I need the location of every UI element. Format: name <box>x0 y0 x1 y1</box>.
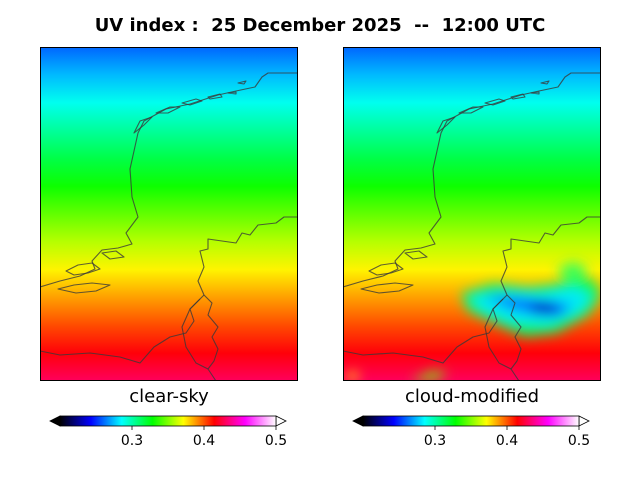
panel-label-cloud-modified: cloud-modified <box>404 386 540 407</box>
wadden-island <box>227 91 237 95</box>
colorbar-tick-label: 0.4 <box>496 433 518 449</box>
colorbar-tick-label: 0.5 <box>265 433 287 449</box>
panel-label-clear-sky: clear-sky <box>129 386 209 407</box>
border-limburg <box>484 294 512 370</box>
colorbar-bar <box>59 415 277 427</box>
border-germany <box>197 216 298 381</box>
border-germany <box>500 216 601 381</box>
colorbar-tick-label: 0.3 <box>121 433 143 449</box>
wadden-island <box>484 98 506 106</box>
uv-map-cloud-modified <box>343 47 601 381</box>
border-limburg <box>181 294 209 370</box>
colorbar-tick-label: 0.5 <box>568 433 590 449</box>
wadden-island <box>458 106 484 114</box>
estuary <box>404 250 428 260</box>
cloud-patch <box>343 371 361 381</box>
colorbar-cloud-modified: 0.3 0.4 0.5 <box>351 412 591 452</box>
coastline <box>343 72 601 288</box>
colorbar-clear-sky: 0.3 0.4 0.5 <box>48 412 288 452</box>
estuary <box>101 250 125 260</box>
estuary <box>65 262 101 276</box>
wadden-island <box>436 116 456 134</box>
estuary <box>360 282 414 294</box>
uv-field <box>40 47 298 381</box>
cloud-patch <box>557 261 589 279</box>
border-belgium <box>40 298 201 364</box>
colorbar-extend-high <box>275 415 287 427</box>
border-belgium <box>343 298 504 364</box>
cloud-patch-group <box>343 261 601 381</box>
wadden-island <box>510 93 526 100</box>
wadden-island <box>237 80 247 85</box>
chart-title: UV index : 25 December 2025 -- 12:00 UTC <box>94 15 546 36</box>
estuary <box>368 262 404 276</box>
wadden-island <box>530 91 540 95</box>
coastline <box>40 72 298 288</box>
colorbar-bar <box>362 415 580 427</box>
colorbar-tick-label: 0.3 <box>424 433 446 449</box>
colorbar-tick-label: 0.4 <box>193 433 215 449</box>
estuary <box>57 282 111 294</box>
wadden-island <box>155 106 181 114</box>
wadden-island <box>207 93 223 100</box>
colorbar-extend-low <box>49 415 61 427</box>
map-frame <box>40 47 298 381</box>
map-panel-clear-sky <box>40 47 298 381</box>
cloud-patch <box>409 371 449 381</box>
wadden-island <box>133 116 153 134</box>
wadden-island <box>181 98 203 106</box>
cloud-patch <box>529 301 561 315</box>
colorbar-extend-low <box>352 415 364 427</box>
uv-field <box>343 47 601 381</box>
map-panel-cloud-modified <box>343 47 601 381</box>
uv-map-clear-sky <box>40 47 298 381</box>
colorbar-extend-high <box>578 415 590 427</box>
wadden-island <box>540 80 550 85</box>
map-frame <box>343 47 601 381</box>
